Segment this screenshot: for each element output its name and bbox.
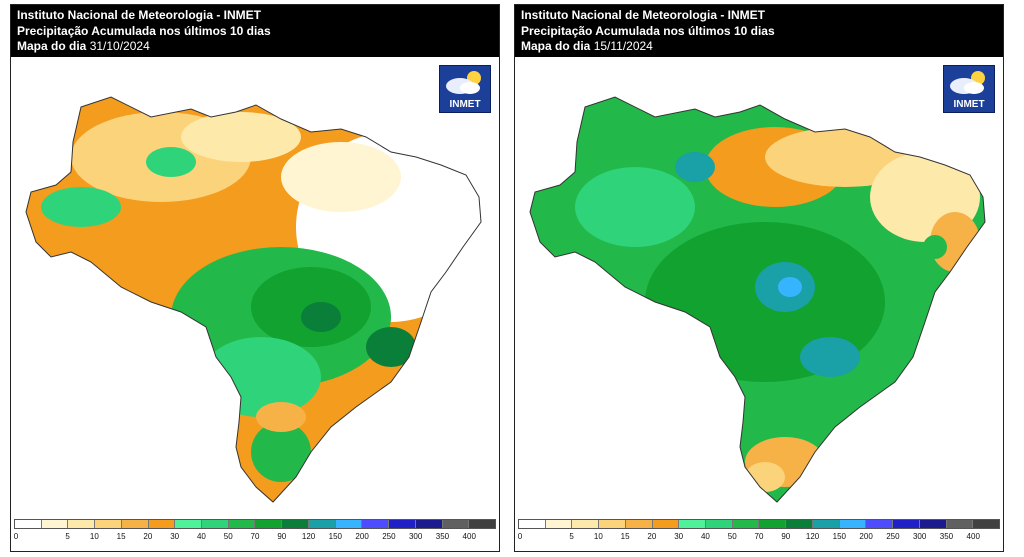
legend-swatch [572,520,600,528]
legend-swatch [228,520,256,528]
map-panel-left: Instituto Nacional de Meteorologia - INM… [10,4,500,552]
legend-tick-label: 15 [620,532,630,541]
legend-swatch [786,520,813,528]
legend-swatch [389,520,416,528]
legend-swatch [706,520,733,528]
legend-swatch [121,520,149,528]
legend-tick-label: 0 [13,532,19,541]
panel-header: Instituto Nacional de Meteorologia - INM… [515,5,1003,57]
map-date-line: Mapa do dia 15/11/2024 [521,39,997,55]
legend-swatch [335,520,363,528]
legend-tick-label: 30 [170,532,180,541]
legend-swatch [919,520,947,528]
institute-title: Instituto Nacional de Meteorologia - INM… [17,8,262,22]
legend-swatch [442,520,470,528]
legend-tick-label: 120 [805,532,820,541]
legend-tick-label: 30 [674,532,684,541]
legend-tick-label: 10 [593,532,603,541]
legend-tick-label: 200 [859,532,873,541]
legend-swatch [282,520,309,528]
inmet-logo: INMET [943,65,995,113]
legend-swatch [759,520,787,528]
weather-cloud-sun-icon [950,71,985,94]
precipitation-map-brazil [25,96,482,503]
map-date: 31/10/2024 [89,39,150,53]
legend-swatch [545,520,573,528]
map-date-label: Mapa do dia [17,39,87,53]
weather-cloud-sun-icon [446,71,481,94]
legend-tick-label: 50 [223,532,233,541]
legend-tick-label: 50 [727,532,737,541]
precipitation-map-brazil [529,96,986,503]
legend-swatch [362,520,390,528]
legend-tick-label: 70 [250,532,260,541]
inmet-logo: INMET [439,65,491,113]
legend-swatch [599,520,626,528]
legend-tick-label: 15 [116,532,126,541]
legend-swatch [41,520,69,528]
legend-tick-label: 120 [301,532,316,541]
legend-tick-label: 350 [435,532,450,541]
logo-text: INMET [953,99,985,110]
legend-swatch [625,520,653,528]
legend-tick-label: 10 [89,532,99,541]
map-date: 15/11/2024 [593,39,653,53]
legend-swatch [839,520,867,528]
legend-swatch [95,520,122,528]
legend-swatch [893,520,920,528]
legend-tick-label: 150 [328,532,343,541]
legend-tick-label: 20 [647,532,657,541]
legend-tick-label: 200 [355,532,369,541]
map-date-line: Mapa do dia 31/10/2024 [17,39,493,55]
legend-tick-label: 40 [196,532,206,541]
legend-swatch [308,520,336,528]
logo-text: INMET [449,99,481,110]
legend-tick-label: 150 [832,532,847,541]
legend-color-scale [518,519,1000,529]
legend-swatch [68,520,96,528]
legend-tick-label: 300 [912,532,927,541]
legend-swatch [255,520,283,528]
legend-swatch [946,520,974,528]
legend-tick-label: 400 [462,532,476,541]
legend-tick-label: 40 [700,532,710,541]
product-title: Precipitação Acumulada nos últimos 10 di… [521,23,775,38]
legend-swatch [679,520,707,528]
legend-tick-label: 350 [939,532,954,541]
legend-swatch [202,520,229,528]
legend-tick-label: 20 [143,532,153,541]
legend-tick-label: 90 [277,532,287,541]
panel-header: Instituto Nacional de Meteorologia - INM… [11,5,499,57]
legend-tick-label: 250 [382,532,396,541]
legend-tick-label: 0 [517,532,523,541]
legend-swatch [866,520,894,528]
legend-swatch [148,520,176,528]
legend-ticks: 0 5 10 15 20 30 40 50 70 90 120 150 200 250 300 350 400 [14,532,496,544]
legend-swatch [415,520,443,528]
legend-swatch [732,520,760,528]
legend-tick-label: 5 [569,532,574,541]
map-date-label: Mapa do dia [521,39,591,53]
legend-swatch [973,520,999,528]
legend-tick-label: 250 [886,532,900,541]
legend-swatch [469,520,495,528]
legend-swatch [519,520,546,528]
legend-color-scale [14,519,496,529]
legend-tick-label: 90 [781,532,791,541]
legend-tick-label: 400 [966,532,980,541]
legend-tick-label: 5 [65,532,70,541]
legend-swatch [812,520,840,528]
legend-swatch [652,520,680,528]
legend-swatch [175,520,203,528]
legend-tick-label: 300 [408,532,423,541]
map-panel-right: Instituto Nacional de Meteorologia - INM… [514,4,1004,552]
legend-swatch [15,520,42,528]
legend-ticks: 0 5 10 15 20 30 40 50 70 90 120 150 200 250 300 350 400 [518,532,1000,544]
product-title: Precipitação Acumulada nos últimos 10 di… [17,23,271,38]
institute-title: Instituto Nacional de Meteorologia - INM… [521,8,766,22]
legend-tick-label: 70 [754,532,764,541]
